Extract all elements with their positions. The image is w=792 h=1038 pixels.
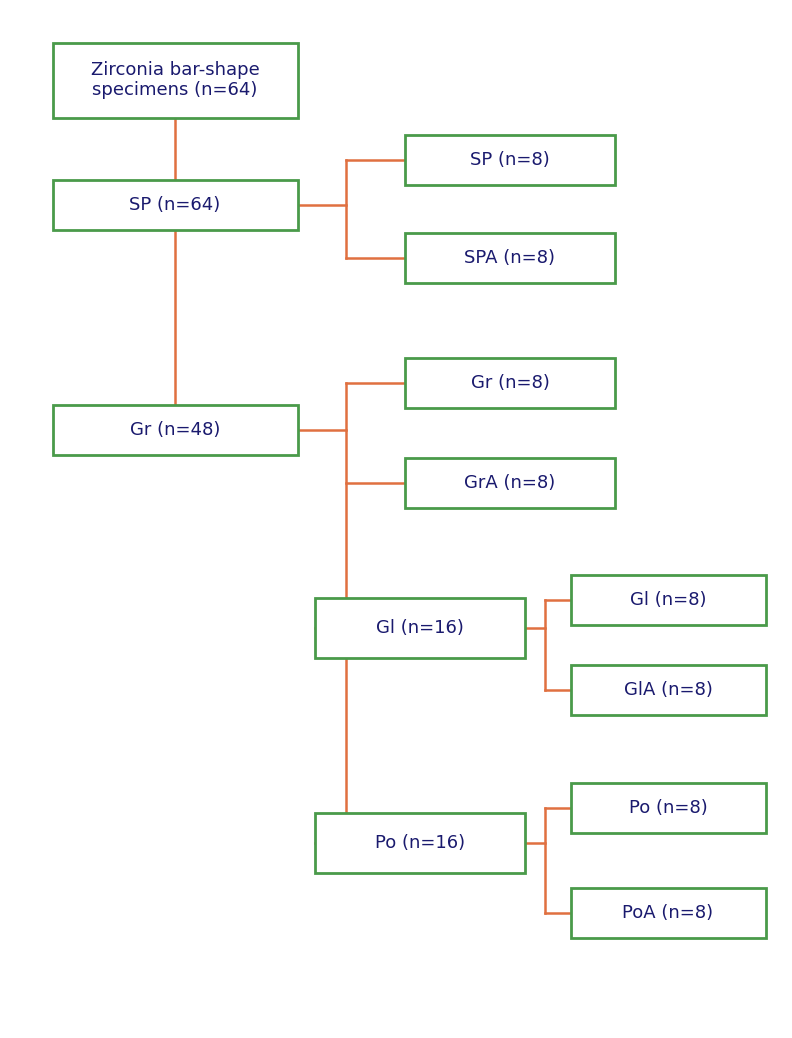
Text: Po (n=16): Po (n=16)	[375, 834, 465, 852]
FancyBboxPatch shape	[52, 405, 298, 455]
Text: Po (n=8): Po (n=8)	[629, 799, 707, 817]
FancyBboxPatch shape	[570, 783, 766, 834]
Text: GlA (n=8): GlA (n=8)	[623, 681, 713, 699]
FancyBboxPatch shape	[52, 43, 298, 117]
Text: Gr (n=48): Gr (n=48)	[130, 421, 220, 439]
FancyBboxPatch shape	[405, 458, 615, 508]
Text: SP (n=8): SP (n=8)	[470, 151, 550, 169]
Text: Gl (n=8): Gl (n=8)	[630, 591, 706, 609]
FancyBboxPatch shape	[405, 233, 615, 283]
FancyBboxPatch shape	[405, 358, 615, 408]
Text: Gl (n=16): Gl (n=16)	[376, 619, 464, 637]
Text: Zirconia bar-shape
specimens (n=64): Zirconia bar-shape specimens (n=64)	[90, 60, 259, 100]
FancyBboxPatch shape	[315, 598, 525, 658]
FancyBboxPatch shape	[570, 575, 766, 625]
FancyBboxPatch shape	[315, 813, 525, 873]
FancyBboxPatch shape	[570, 887, 766, 938]
FancyBboxPatch shape	[570, 665, 766, 715]
FancyBboxPatch shape	[405, 135, 615, 185]
Text: SP (n=64): SP (n=64)	[129, 196, 221, 214]
Text: PoA (n=8): PoA (n=8)	[623, 904, 714, 922]
Text: GrA (n=8): GrA (n=8)	[464, 474, 556, 492]
FancyBboxPatch shape	[52, 180, 298, 230]
Text: Gr (n=8): Gr (n=8)	[470, 374, 550, 392]
Text: SPA (n=8): SPA (n=8)	[464, 249, 555, 267]
